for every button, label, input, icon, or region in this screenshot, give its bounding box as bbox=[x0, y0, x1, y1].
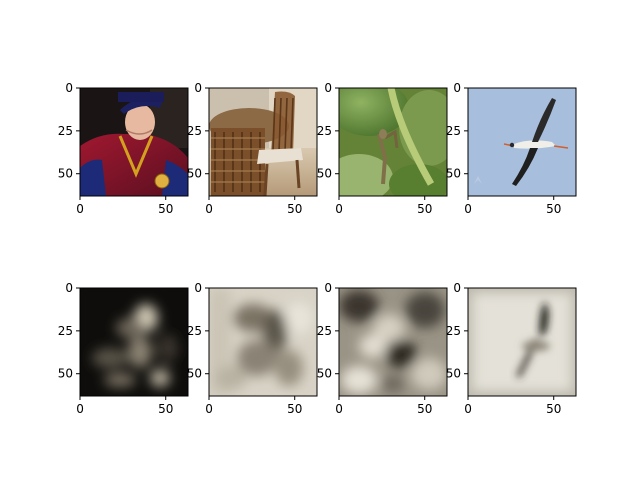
x-tick-label-0: 0 bbox=[205, 402, 213, 416]
image-mantis-on-green-plant-photo bbox=[339, 88, 447, 196]
x-tick-label-0: 0 bbox=[335, 202, 343, 216]
y-tick-label-0: 0 bbox=[194, 81, 202, 95]
y-tick-label-25: 25 bbox=[317, 324, 332, 338]
y-tick-label-50: 50 bbox=[446, 367, 461, 381]
panel-1-1: 0 50 0 25 50 bbox=[187, 281, 318, 416]
y-tick-label-0: 0 bbox=[453, 281, 461, 295]
y-tick-label-0: 0 bbox=[453, 81, 461, 95]
y-tick-label-0: 0 bbox=[324, 281, 332, 295]
image-blurry-reconstruction-mid bbox=[339, 288, 447, 396]
x-tick-label-50: 50 bbox=[417, 202, 432, 216]
panel-0-0: 0 50 0 25 50 bbox=[58, 81, 189, 216]
axes-frame bbox=[338, 87, 448, 197]
y-tick-label-25: 25 bbox=[58, 324, 73, 338]
axes-frame bbox=[79, 287, 189, 397]
panel-1-2: 0 50 0 25 50 bbox=[317, 281, 448, 416]
y-tick-label-50: 50 bbox=[58, 167, 73, 181]
y-tick-label-25: 25 bbox=[187, 124, 202, 138]
y-tick-label-25: 25 bbox=[317, 124, 332, 138]
x-tick-label-0: 0 bbox=[464, 402, 472, 416]
y-tick-label-0: 0 bbox=[324, 81, 332, 95]
x-tick-label-50: 50 bbox=[417, 402, 432, 416]
image-man-in-academic-robe-photo bbox=[80, 88, 188, 196]
y-tick-label-25: 25 bbox=[446, 324, 461, 338]
x-tick-label-50: 50 bbox=[158, 202, 173, 216]
y-tick-label-25: 25 bbox=[58, 124, 73, 138]
image-blurry-reconstruction-dark bbox=[80, 288, 188, 396]
axes-frame bbox=[467, 87, 577, 197]
x-tick-label-0: 0 bbox=[76, 402, 84, 416]
image-blurry-reconstruction-light bbox=[209, 288, 317, 396]
axes-frame bbox=[208, 87, 318, 197]
axes-frame bbox=[79, 87, 189, 197]
panel-0-2: 0 50 0 25 50 bbox=[317, 81, 448, 216]
x-tick-label-0: 0 bbox=[205, 202, 213, 216]
y-tick-label-50: 50 bbox=[58, 367, 73, 381]
y-tick-label-50: 50 bbox=[317, 167, 332, 181]
x-tick-label-50: 50 bbox=[546, 402, 561, 416]
x-tick-label-0: 0 bbox=[76, 202, 84, 216]
y-tick-label-50: 50 bbox=[187, 167, 202, 181]
panel-1-0: 0 50 0 25 50 bbox=[58, 281, 189, 416]
image-stork-flying-in-sky-photo bbox=[468, 88, 576, 196]
image-blurry-reconstruction-bird bbox=[468, 288, 576, 396]
y-tick-label-0: 0 bbox=[65, 81, 73, 95]
x-tick-label-0: 0 bbox=[464, 202, 472, 216]
axes-frame bbox=[467, 287, 577, 397]
y-tick-label-50: 50 bbox=[446, 167, 461, 181]
image-wooden-chairs-and-table-photo bbox=[209, 88, 317, 196]
y-tick-label-25: 25 bbox=[187, 324, 202, 338]
y-tick-label-50: 50 bbox=[187, 367, 202, 381]
axes-frame bbox=[208, 287, 318, 397]
axes-frame bbox=[338, 287, 448, 397]
x-tick-label-50: 50 bbox=[158, 402, 173, 416]
y-tick-label-25: 25 bbox=[446, 124, 461, 138]
y-tick-label-0: 0 bbox=[65, 281, 73, 295]
x-tick-label-50: 50 bbox=[287, 202, 302, 216]
x-tick-label-0: 0 bbox=[335, 402, 343, 416]
x-tick-label-50: 50 bbox=[546, 202, 561, 216]
y-tick-label-50: 50 bbox=[317, 367, 332, 381]
panel-0-1: 0 50 0 25 50 bbox=[187, 81, 318, 216]
x-tick-label-50: 50 bbox=[287, 402, 302, 416]
panel-1-3: 0 50 0 25 50 bbox=[446, 281, 577, 416]
panel-0-3: 0 50 0 25 50 bbox=[446, 81, 577, 216]
y-tick-label-0: 0 bbox=[194, 281, 202, 295]
